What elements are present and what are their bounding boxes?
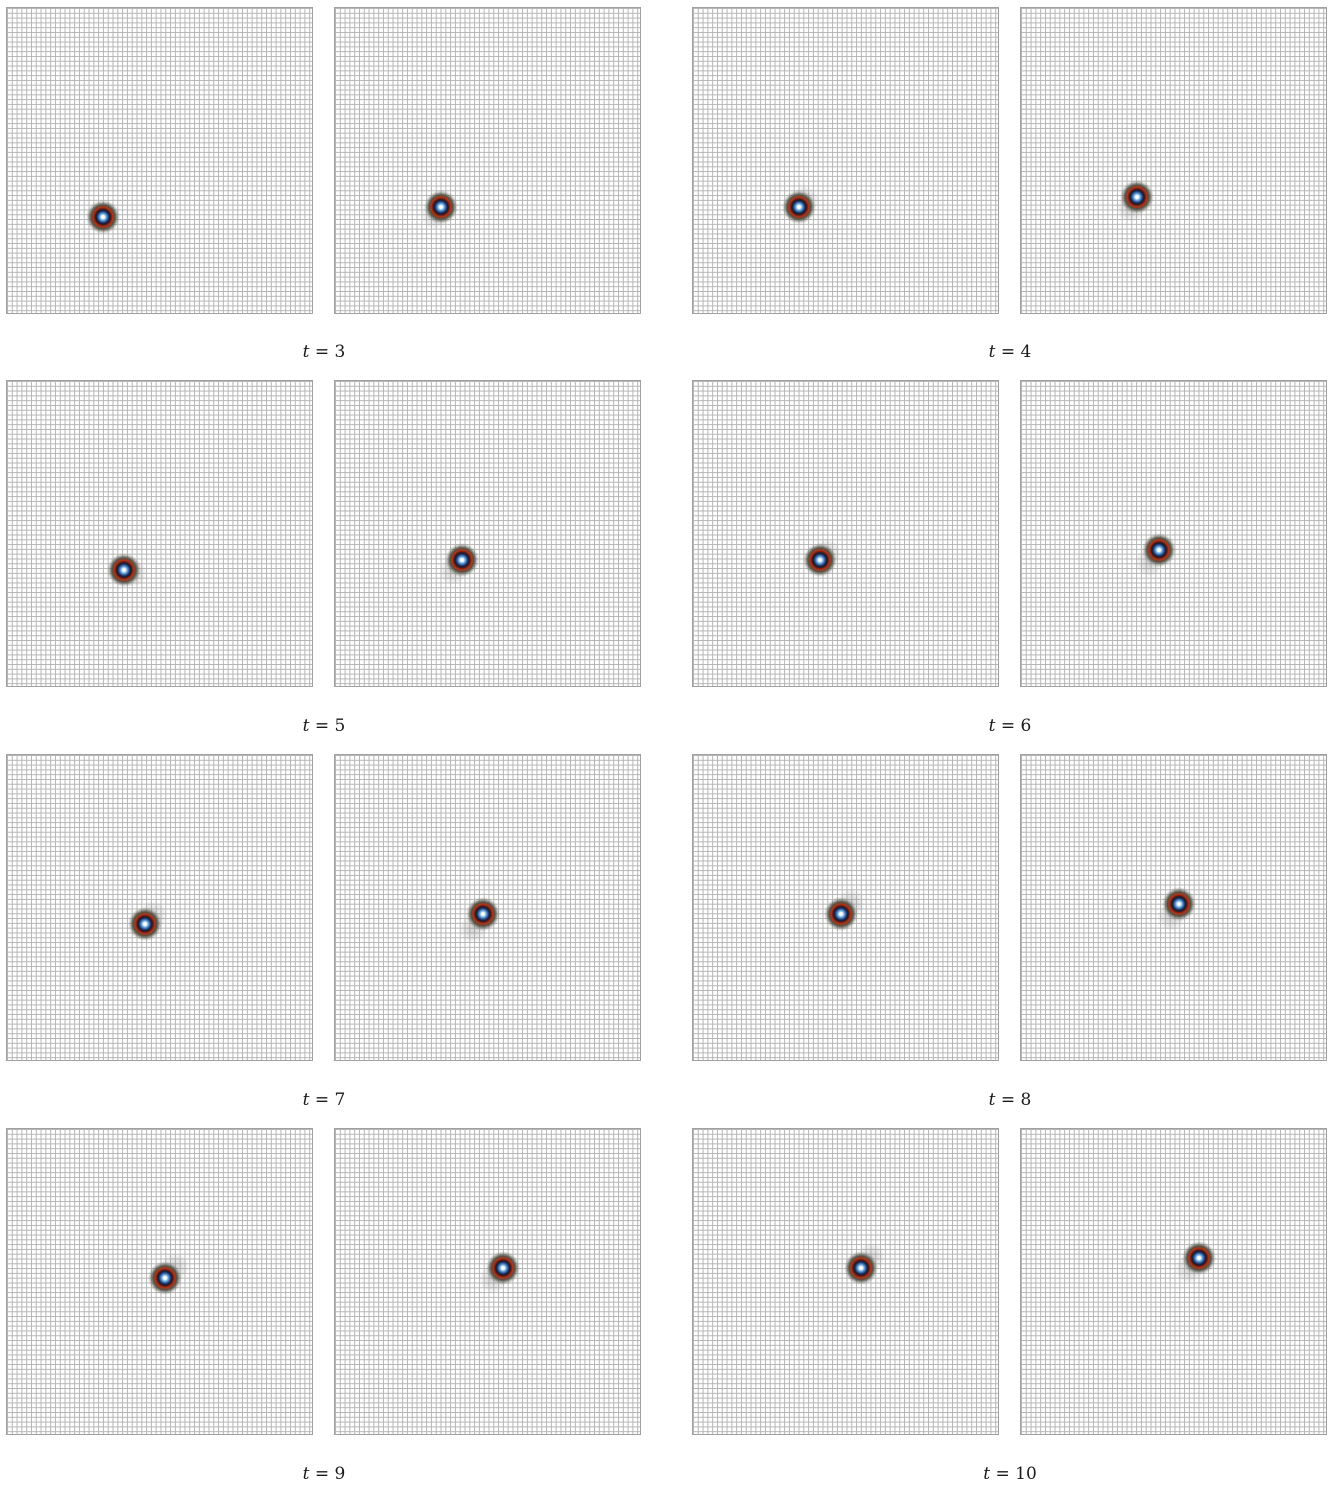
panel-t4-right <box>1020 7 1327 314</box>
panel-t8-right <box>1020 754 1327 1061</box>
time-value: 10 <box>1015 1464 1037 1484</box>
vortex-blob <box>148 1261 182 1295</box>
panel-t7-left <box>6 754 313 1061</box>
vortex-blob <box>445 543 479 577</box>
time-symbol: t <box>988 1090 996 1110</box>
panel-t4-left <box>692 7 999 314</box>
vortex-blob <box>782 190 816 224</box>
panel-t3-right <box>334 7 641 314</box>
panel-t10-left <box>692 1128 999 1435</box>
time-value: 4 <box>1020 342 1032 362</box>
label-t8: t = 8 <box>988 1090 1032 1110</box>
time-symbol: t <box>988 342 996 362</box>
label-t5: t = 5 <box>302 716 346 736</box>
label-t3: t = 3 <box>302 342 346 362</box>
vortex-blob <box>107 553 141 587</box>
panel-t6-right <box>1020 380 1327 687</box>
vortex-blob <box>824 897 858 931</box>
time-value: 3 <box>334 342 346 362</box>
time-value: 5 <box>334 716 346 736</box>
vortex-blob <box>1142 533 1176 567</box>
vortex-blob <box>1120 180 1154 214</box>
panel-t7-right <box>334 754 641 1061</box>
time-value: 7 <box>334 1090 346 1110</box>
label-t9: t = 9 <box>302 1464 346 1484</box>
vortex-blob <box>466 897 500 931</box>
panel-t6-left <box>692 380 999 687</box>
label-t10: t = 10 <box>983 1464 1037 1484</box>
panel-t3-left <box>6 7 313 314</box>
vortex-blob <box>486 1251 520 1285</box>
vortex-blob <box>844 1251 878 1285</box>
time-symbol: t <box>302 342 310 362</box>
time-symbol: t <box>302 1090 310 1110</box>
label-t6: t = 6 <box>988 716 1032 736</box>
vortex-blob <box>1182 1241 1216 1275</box>
label-t4: t = 4 <box>988 342 1032 362</box>
time-symbol: t <box>983 1464 991 1484</box>
vortex-blob <box>128 907 162 941</box>
time-symbol: t <box>988 716 996 736</box>
panel-t9-left <box>6 1128 313 1435</box>
panel-t8-left <box>692 754 999 1061</box>
panel-t10-right <box>1020 1128 1327 1435</box>
vortex-blob <box>424 190 458 224</box>
time-value: 8 <box>1020 1090 1032 1110</box>
panel-t9-right <box>334 1128 641 1435</box>
vortex-blob <box>803 543 837 577</box>
vortex-blob <box>86 200 120 234</box>
vortex-blob <box>1162 887 1196 921</box>
panel-t5-left <box>6 380 313 687</box>
time-value: 6 <box>1020 716 1032 736</box>
time-value: 9 <box>334 1464 346 1484</box>
time-symbol: t <box>302 716 310 736</box>
label-t7: t = 7 <box>302 1090 346 1110</box>
time-symbol: t <box>302 1464 310 1484</box>
panel-t5-right <box>334 380 641 687</box>
